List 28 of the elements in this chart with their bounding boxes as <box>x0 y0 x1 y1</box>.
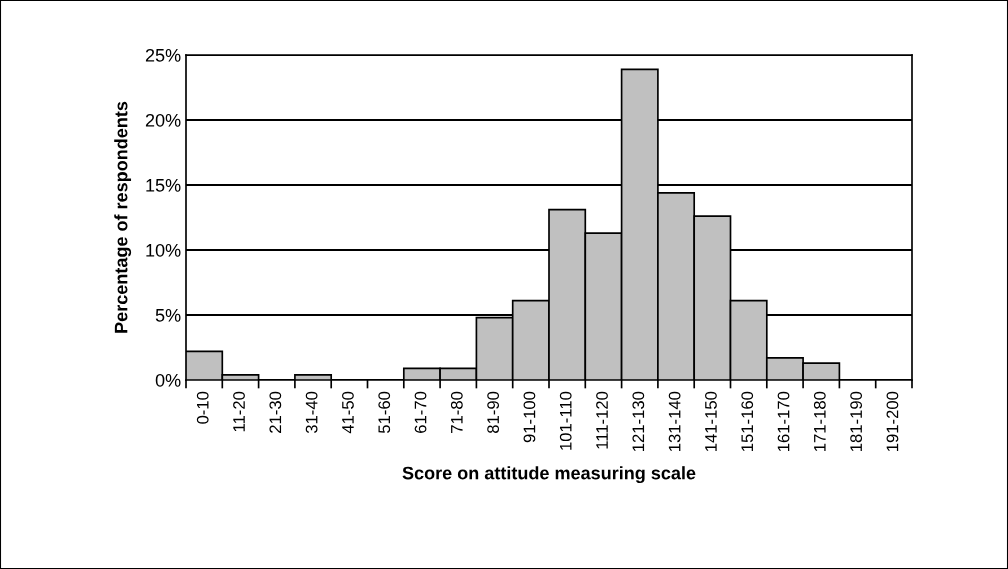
y-tick-label: 25% <box>145 48 181 62</box>
y-tick-label: 10% <box>146 243 181 257</box>
y-tick-label: 15% <box>146 179 181 192</box>
y-tick-label: 20% <box>145 113 181 127</box>
x-tick-label: 161-170 <box>777 391 790 451</box>
x-tick-label: 0-10 <box>196 391 209 424</box>
x-tick-label: 131-140 <box>668 391 681 451</box>
x-tick-label: 141-150 <box>705 391 717 451</box>
x-tick-label: 101-110 <box>559 391 572 450</box>
x-tick-label: 11-20 <box>233 391 245 432</box>
x-tick-label: 191-200 <box>886 391 899 451</box>
x-tick-label: 181-190 <box>850 391 863 451</box>
y-tick-label: 5% <box>155 309 181 322</box>
x-tick-label: 41-50 <box>342 391 354 434</box>
x-tick-label: 91-100 <box>523 391 536 443</box>
x-tick-label: 171-180 <box>813 391 826 451</box>
y-tick-label: 0% <box>155 373 181 387</box>
x-axis-title: Score on attitude measuring scale <box>402 466 696 484</box>
x-tick-label: 71-80 <box>450 391 463 433</box>
x-tick-label: 111-120 <box>596 391 608 449</box>
x-tick-label: 31-40 <box>305 391 318 434</box>
x-tick-label: 61-70 <box>414 391 427 433</box>
y-axis-title: Percentage of respondents <box>114 101 132 333</box>
x-tick-label: 51-60 <box>378 391 391 434</box>
x-tick-label: 151-160 <box>741 391 754 451</box>
x-tick-label: 81-90 <box>487 391 500 434</box>
x-tick-label: 21-30 <box>269 391 282 433</box>
x-tick-label: 121-130 <box>632 391 645 451</box>
